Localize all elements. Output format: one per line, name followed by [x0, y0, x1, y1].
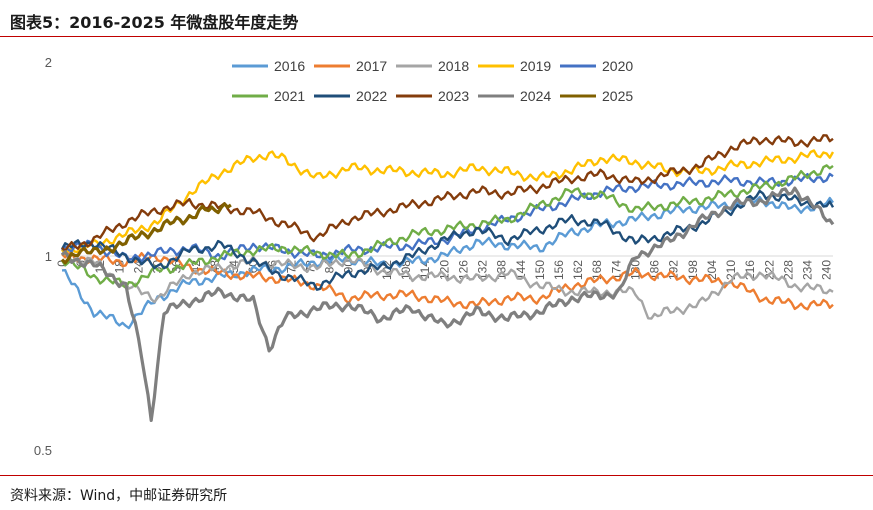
series-line-2018	[61, 250, 834, 320]
x-tick-label: 240	[820, 260, 834, 280]
legend-label-2017: 2017	[356, 58, 387, 74]
title-divider	[0, 36, 873, 37]
source-note: 资料来源：Wind，中邮证券研究所	[10, 488, 228, 504]
series-line-2024	[60, 186, 835, 422]
footer-divider	[0, 475, 873, 476]
title-row: 图表5：2016-2025 年微盘股年度走势	[0, 0, 873, 38]
x-tick-label: 228	[781, 260, 795, 280]
x-tick-label: 210	[724, 260, 738, 280]
x-tick-label: 150	[533, 260, 547, 280]
legend-label-2024: 2024	[520, 88, 551, 104]
legend-label-2021: 2021	[274, 88, 305, 104]
x-tick-label: 234	[801, 260, 815, 280]
y-tick-label: 0.5	[34, 443, 52, 458]
series-line-2022	[60, 189, 835, 291]
x-tick-label: 174	[609, 260, 623, 280]
series-line-2017	[61, 251, 834, 311]
x-tick-label: 0	[55, 260, 69, 267]
x-tick-label: 18	[112, 260, 126, 274]
x-tick-label: 120	[437, 260, 451, 280]
chart-title: 图表5：2016-2025 年微盘股年度走势	[10, 13, 299, 32]
series-line-2025	[60, 202, 232, 265]
x-tick-label: 192	[667, 260, 681, 280]
x-tick-label: 162	[571, 260, 585, 280]
x-tick-label: 156	[552, 260, 566, 280]
y-tick-label: 2	[45, 55, 52, 70]
x-tick-label: 204	[705, 260, 719, 280]
x-tick-label: 198	[686, 260, 700, 280]
series-line-2016	[61, 195, 834, 330]
legend-label-2020: 2020	[602, 58, 633, 74]
y-tick-label: 1	[45, 249, 52, 264]
legend-label-2025: 2025	[602, 88, 633, 104]
legend-label-2018: 2018	[438, 58, 469, 74]
legend-label-2019: 2019	[520, 58, 551, 74]
series-line-2021	[60, 164, 834, 289]
x-tick-label: 54	[227, 260, 241, 274]
legend-label-2022: 2022	[356, 88, 387, 104]
x-tick-label: 144	[514, 260, 528, 280]
series-line-2019	[61, 149, 835, 256]
series-line-2023	[61, 134, 834, 252]
legend-label-2023: 2023	[438, 88, 469, 104]
legend-label-2016: 2016	[274, 58, 305, 74]
